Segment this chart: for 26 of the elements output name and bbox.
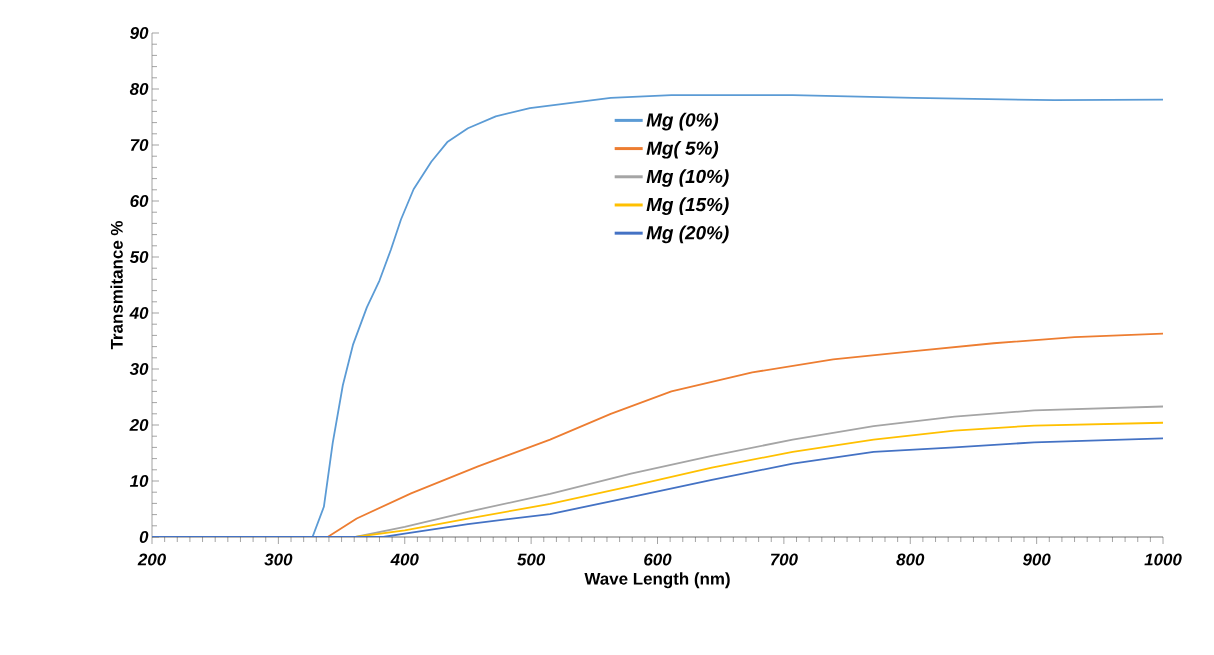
- legend-label: Mg (20%): [646, 225, 729, 244]
- y-tick-label: 70: [130, 139, 149, 151]
- x-tick-label: 400: [390, 553, 419, 566]
- y-tick-label: 30: [129, 363, 149, 375]
- x-axis-title: Wave Length (nm): [584, 572, 730, 589]
- x-tick-label: 600: [644, 553, 672, 566]
- legend-label: Mg (10%): [646, 169, 729, 187]
- x-tick-label: 500: [517, 553, 546, 566]
- y-tick-label: 40: [129, 307, 149, 319]
- x-tick-label: 1000: [1144, 553, 1182, 566]
- x-tick-label: 300: [264, 553, 293, 566]
- y-tick-label: 0: [139, 531, 149, 543]
- y-tick-label: 50: [129, 251, 149, 263]
- x-tick-label: 200: [137, 553, 166, 566]
- legend-label: Mg( 5%): [646, 140, 719, 159]
- y-tick-label: 90: [130, 27, 149, 40]
- x-tick-label: 900: [1022, 553, 1051, 566]
- y-tick-label: 20: [129, 419, 149, 431]
- y-tick-label: 80: [129, 83, 149, 95]
- x-tick-label: 800: [896, 553, 925, 566]
- legend-label: Mg (15%): [646, 197, 729, 216]
- y-tick-label: 60: [130, 195, 149, 207]
- y-tick-label: 10: [129, 475, 149, 487]
- legend-label: Mg (0%): [646, 112, 719, 131]
- y-axis-title: Transmitance %: [110, 220, 123, 350]
- x-tick-label: 700: [770, 553, 798, 566]
